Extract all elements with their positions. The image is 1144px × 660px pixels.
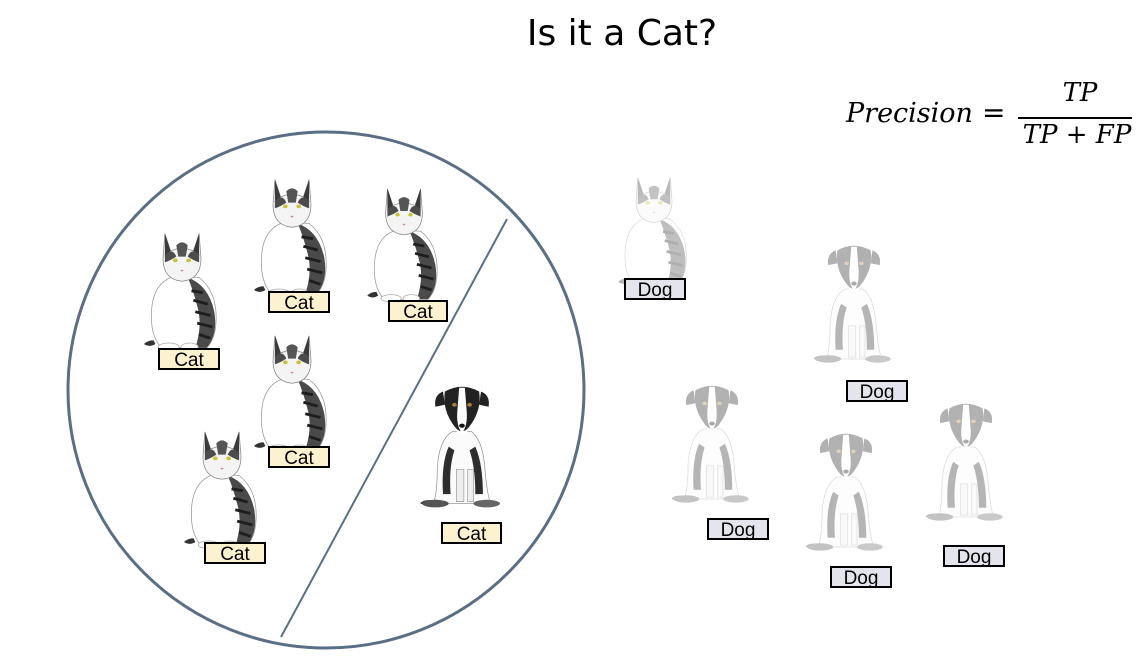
precision-formula: Precision = TP TP + FP bbox=[844, 78, 1140, 158]
cat-image-faded bbox=[616, 176, 688, 290]
formula-lhs: Precision bbox=[846, 98, 973, 129]
prediction-label: Cat bbox=[441, 522, 502, 545]
fraction-bar bbox=[1018, 117, 1132, 119]
dog-image bbox=[419, 386, 501, 508]
prediction-label: Dog bbox=[830, 566, 892, 589]
dog-image-faded bbox=[813, 245, 892, 364]
prediction-label: Cat bbox=[268, 291, 330, 314]
decision-boundary-line bbox=[280, 218, 508, 638]
dog-image-faded bbox=[925, 403, 1004, 522]
prediction-label: Dog bbox=[624, 278, 686, 301]
prediction-label: Dog bbox=[846, 380, 908, 403]
prediction-label: Cat bbox=[268, 446, 330, 469]
cat-image bbox=[365, 187, 439, 304]
cat-image bbox=[252, 178, 328, 299]
cat-image bbox=[252, 334, 328, 455]
prediction-label: Cat bbox=[158, 348, 220, 371]
cat-image bbox=[142, 232, 218, 353]
cat-image bbox=[182, 430, 258, 551]
prediction-label: Dog bbox=[707, 518, 769, 541]
page-title: Is it a Cat? bbox=[526, 13, 718, 54]
prediction-label: Dog bbox=[943, 545, 1005, 568]
formula-equals: = bbox=[982, 96, 1006, 129]
prediction-label: Cat bbox=[204, 542, 266, 565]
selection-circle bbox=[66, 130, 586, 650]
formula-numerator: TP bbox=[1062, 78, 1098, 108]
dog-image-faded bbox=[671, 385, 750, 504]
dog-image-faded bbox=[805, 433, 884, 552]
prediction-label: Cat bbox=[388, 300, 448, 323]
formula-denominator: TP + FP bbox=[1022, 120, 1132, 150]
